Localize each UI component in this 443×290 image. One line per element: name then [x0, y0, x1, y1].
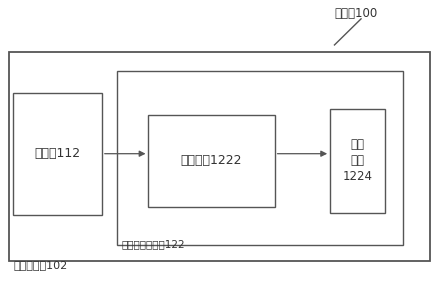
Bar	[13, 93, 102, 215]
Text: 瑜伽垫本体102: 瑜伽垫本体102	[13, 260, 67, 270]
Text: 处理单元1222: 处理单元1222	[181, 155, 242, 167]
Bar	[330, 109, 385, 213]
Text: 传感器监测设备122: 传感器监测设备122	[122, 239, 186, 249]
Text: 接口
电路
1224: 接口 电路 1224	[343, 138, 373, 184]
Bar	[148, 115, 275, 207]
Bar	[117, 71, 403, 245]
Text: 传感器112: 传感器112	[35, 147, 81, 160]
Bar	[9, 52, 430, 261]
Text: 瑜伽垫100: 瑜伽垫100	[334, 7, 378, 20]
